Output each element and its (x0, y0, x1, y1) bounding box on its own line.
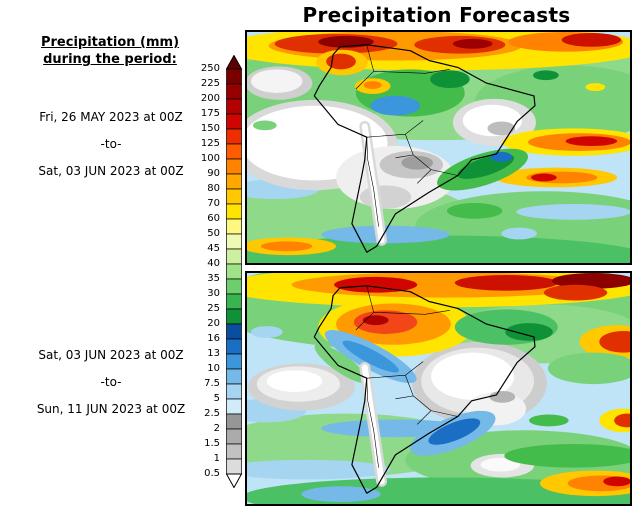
map-1-graphic (247, 32, 630, 263)
colorbar-tick-label: 1 (213, 453, 220, 464)
colorbar-tick-label: 40 (207, 258, 220, 269)
map-2-graphic (247, 273, 630, 504)
period-2-start-date: Sat, 03 JUN 2023 at 00Z (38, 348, 184, 362)
colorbar-tick-label: 175 (200, 108, 220, 119)
colorbar-title: Precipitation (mm) during the period: (8, 34, 212, 68)
period-1-dates: Fri, 26 MAY 2023 at 00Z -to- Sat, 03 JUN… (0, 104, 222, 185)
colorbar-tick-label: 45 (207, 243, 220, 254)
colorbar-bar (225, 54, 244, 489)
colorbar-tick-label: 2 (213, 423, 220, 434)
colorbar-tick-label: 250 (200, 63, 220, 74)
colorbar-tick-label: 150 (200, 123, 220, 134)
colorbar-tick-label: 125 (200, 138, 220, 149)
colorbar-tick-label: 90 (207, 168, 220, 179)
colorbar-tick-label: 0.5 (204, 468, 220, 479)
colorbar-tick-label: 10 (207, 363, 220, 374)
colorbar-tick-label: 100 (200, 153, 220, 164)
colorbar-tick-label: 200 (200, 93, 220, 104)
colorbar-tick-label: 7.5 (204, 378, 220, 389)
country-borders (355, 44, 458, 227)
colorbar-tick-label: 60 (207, 213, 220, 224)
period-2-dates: Sat, 03 JUN 2023 at 00Z -to- Sun, 11 JUN… (0, 342, 222, 423)
colorbar-tick-label: 80 (207, 183, 220, 194)
colorbar-title-line2: during the period: (43, 52, 177, 67)
period-2-separator: -to- (100, 375, 122, 389)
colorbar-title-line1: Precipitation (mm) (40, 35, 180, 50)
colorbar-labels: 250 225 200 175 150 125 100 90 80 70 60 50 45 40 35 30 2… (158, 55, 220, 488)
colorbar-tick-label: 50 (207, 228, 220, 239)
country-borders (355, 285, 458, 468)
colorbar-tick-label: 13 (207, 348, 220, 359)
colorbar-tick-label: 30 (207, 288, 220, 299)
period-1-end-date: Sat, 03 JUN 2023 at 00Z (38, 164, 184, 178)
colorbar-tick-label: 2.5 (204, 408, 220, 419)
page-title: Precipitation Forecasts (302, 3, 571, 27)
colorbar-tick-label: 225 (200, 78, 220, 89)
colorbar-tick-label: 25 (207, 303, 220, 314)
colorbar-tick-label: 1.5 (204, 438, 220, 449)
south-america-coastline (313, 44, 536, 253)
period-2-end-date: Sun, 11 JUN 2023 at 00Z (36, 402, 186, 416)
map-2-precip-field (247, 273, 630, 504)
period-1-separator: -to- (100, 137, 122, 151)
precip-map-period-2 (245, 271, 632, 506)
period-1-start-date: Fri, 26 MAY 2023 at 00Z (39, 110, 183, 124)
south-america-coastline (313, 285, 536, 494)
precip-map-period-1 (245, 30, 632, 265)
colorbar-scale-graphic (225, 54, 243, 489)
colorbar-tick-label: 5 (213, 393, 220, 404)
colorbar-tick-label: 70 (207, 198, 220, 209)
map-1-precip-field (247, 32, 630, 263)
colorbar-tick-label: 20 (207, 318, 220, 329)
colorbar-tick-label: 35 (207, 273, 220, 284)
colorbar-tick-label: 16 (207, 333, 220, 344)
